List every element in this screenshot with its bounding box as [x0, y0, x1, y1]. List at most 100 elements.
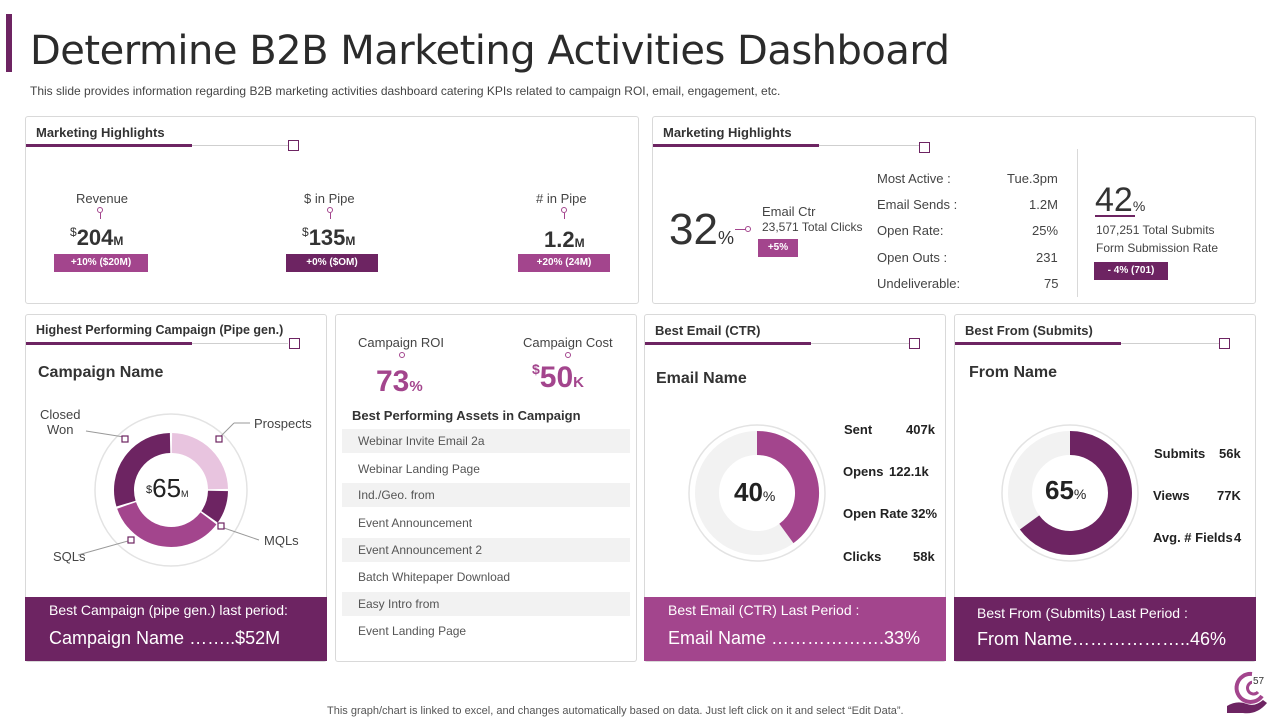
stat-value: 122.1k: [889, 464, 929, 479]
stat-value: Tue.3pm: [1007, 171, 1058, 186]
stat-value: 1.2M: [1029, 197, 1058, 212]
stat-label: Open Rate:: [877, 223, 944, 238]
sqls-label: SQLs: [53, 549, 86, 564]
metric-change-badge: +10% ($20M): [54, 254, 148, 272]
stat-label: Clicks: [843, 549, 882, 564]
campaign-cost-label: Campaign Cost: [523, 335, 613, 350]
stat-value: 4: [1234, 530, 1242, 545]
campaign-footer-band: Best Campaign (pipe gen.) last period: C…: [25, 597, 327, 661]
panel-marker-icon: [289, 338, 300, 349]
stat-label: Email Sends :: [877, 197, 958, 212]
panel-title: Best Email (CTR): [655, 323, 761, 338]
form-submission-label: Form Submission Rate: [1096, 241, 1219, 255]
metric-label: # in Pipe: [536, 191, 587, 206]
closed-won-segment: [114, 433, 171, 507]
campaign-donut-chart: [94, 413, 248, 567]
panel-divider: [645, 342, 909, 345]
connector-line: [735, 229, 747, 230]
page-title: Determine B2B Marketing Activities Dashb…: [30, 28, 950, 74]
page-number: 57: [1252, 676, 1266, 687]
asset-list-item: Webinar Landing Page: [358, 462, 480, 476]
email-ctr-clicks: 23,571 Total Clicks: [762, 220, 863, 234]
form-footer-value: From Name………………..46%: [977, 629, 1227, 649]
stat-value: 25%: [1032, 223, 1059, 238]
prospects-segment: [171, 433, 228, 490]
stat-label: Open Outs :: [877, 250, 948, 265]
metric-change-badge: +0% ($OM): [286, 254, 378, 272]
donut-center-value: $65M: [146, 473, 189, 503]
campaign-roi-value: 73%: [376, 365, 423, 398]
metric-marker-icon: [561, 207, 567, 213]
stat-label: Undeliverable:: [877, 276, 961, 291]
panel-marker-icon: [1219, 338, 1230, 349]
closed-won-label: Closed Won: [40, 407, 81, 437]
form-submission-total: 107,251 Total Submits: [1096, 223, 1215, 237]
metric-connector: [564, 213, 565, 219]
metric-value: $204M: [70, 225, 124, 250]
metric-connector: [330, 213, 331, 219]
email-ctr-badge: +5%: [758, 239, 798, 257]
mqls-segment: [201, 490, 228, 523]
stat-label: Most Active :: [877, 171, 951, 186]
metric-value: $135M: [302, 225, 356, 250]
form-footer-label: Best From (Submits) Last Period :: [977, 605, 1188, 621]
asset-list-item: Event Announcement 2: [342, 538, 630, 562]
page-subtitle: This slide provides information regardin…: [30, 84, 781, 98]
value-underline: [1095, 215, 1135, 217]
panel-divider: [26, 342, 288, 345]
form-submission-badge: - 4% (701): [1094, 262, 1168, 280]
stat-label: Open Rate: [843, 506, 909, 521]
panel-divider: [26, 144, 288, 147]
stat-label: Views: [1153, 488, 1190, 503]
metric-marker-icon: [327, 207, 333, 213]
footer-note: This graph/chart is linked to excel, and…: [327, 705, 904, 717]
metric-label: $ in Pipe: [304, 191, 355, 206]
metric-marker-icon: [97, 207, 103, 213]
stat-value: 75: [1044, 276, 1059, 291]
campaign-roi-label: Campaign ROI: [358, 335, 444, 350]
form-name: From Name: [969, 364, 1058, 381]
brand-hand-icon: [1227, 671, 1267, 714]
cost-marker-icon: [565, 352, 571, 358]
form-footer-band: Best From (Submits) Last Period : From N…: [954, 597, 1256, 661]
title-accent-bar: [6, 14, 12, 72]
metric-label: Revenue: [76, 191, 129, 206]
email-footer-value: Email Name ……………….33%: [668, 628, 921, 648]
email-ctr-big-value: 32%: [669, 205, 734, 254]
panel-marker-icon: [919, 142, 930, 153]
stat-label: Sent: [844, 422, 873, 437]
stat-value: 407k: [906, 422, 935, 437]
email-ctr-percent: 40%: [734, 477, 776, 507]
form-submission-value: 42%: [1095, 181, 1146, 219]
panel-marker-icon: [909, 338, 920, 349]
connector-dot-icon: [745, 226, 751, 232]
panel-divider: [653, 144, 919, 147]
asset-list-item: Event Announcement: [358, 516, 473, 530]
stat-value: 58k: [913, 549, 935, 564]
asset-list-item: Batch Whitepaper Download: [358, 570, 511, 584]
panel-title: Marketing Highlights: [663, 125, 792, 140]
panel-divider: [955, 342, 1219, 345]
panel-title: Highest Performing Campaign (Pipe gen.): [36, 323, 284, 337]
marketing-highlights-right-panel: Marketing Highlights 32% Email Ctr 23,57…: [652, 116, 1256, 304]
stat-value: 231: [1036, 250, 1058, 265]
metric-change-badge: +20% (24M): [518, 254, 610, 272]
campaign-cost-value: $50K: [532, 361, 585, 394]
stat-value: 77K: [1217, 488, 1241, 503]
stat-label: Submits: [1154, 446, 1206, 461]
stat-label: Avg. # Fields: [1153, 530, 1233, 545]
panel-title: Marketing Highlights: [36, 125, 165, 140]
donut-leader-lines: [77, 422, 260, 556]
form-submits-ring-chart: [1001, 424, 1139, 562]
panel-marker-icon: [288, 140, 299, 151]
sqls-segment: [117, 501, 217, 547]
asset-list-item: Event Landing Page: [358, 624, 467, 638]
asset-list-item: Ind./Geo. from: [342, 483, 630, 507]
vertical-divider: [1077, 149, 1078, 297]
email-ctr-arc: [756, 431, 819, 544]
email-ctr-ring-chart: [688, 424, 826, 562]
form-submits-arc: [1019, 431, 1132, 555]
asset-list-item: Webinar Invite Email 2a: [342, 429, 630, 453]
assets-list-title: Best Performing Assets in Campaign: [352, 408, 581, 423]
panel-title: Best From (Submits): [965, 323, 1093, 338]
